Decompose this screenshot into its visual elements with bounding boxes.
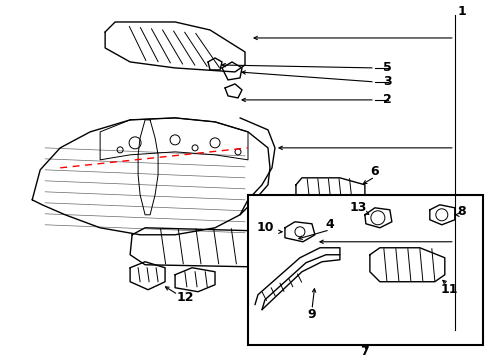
Text: 13: 13 <box>348 201 366 214</box>
Text: 12: 12 <box>176 291 193 304</box>
Text: 3: 3 <box>383 76 391 89</box>
Bar <box>247 195 482 345</box>
Text: 5: 5 <box>383 62 391 75</box>
Text: 2: 2 <box>383 93 391 107</box>
Text: 7: 7 <box>360 345 368 358</box>
Text: 11: 11 <box>440 283 458 296</box>
Text: 1: 1 <box>456 5 465 18</box>
Text: 4: 4 <box>325 218 334 231</box>
Text: 10: 10 <box>256 221 273 234</box>
Text: 8: 8 <box>457 205 465 218</box>
Text: 6: 6 <box>370 165 378 178</box>
Text: 9: 9 <box>307 308 316 321</box>
